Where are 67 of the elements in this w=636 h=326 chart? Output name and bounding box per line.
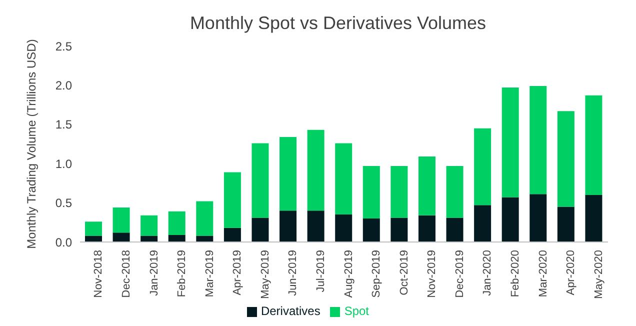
bar bbox=[362, 218, 380, 242]
bar bbox=[446, 166, 464, 218]
bar bbox=[140, 215, 158, 236]
bar bbox=[224, 172, 241, 228]
bar bbox=[474, 128, 492, 206]
bar bbox=[418, 156, 436, 216]
bar bbox=[530, 86, 547, 194]
bar bbox=[557, 206, 574, 242]
bar bbox=[362, 166, 380, 218]
y-tick-label: 0.0 bbox=[55, 235, 72, 250]
bar bbox=[335, 143, 352, 215]
bar bbox=[307, 210, 324, 242]
x-tick-label: Feb-2020 bbox=[510, 250, 522, 298]
bar bbox=[196, 236, 214, 242]
bar bbox=[390, 218, 408, 242]
bar bbox=[112, 208, 130, 233]
bar bbox=[280, 210, 297, 242]
y-tick-label: 2.0 bbox=[55, 78, 72, 92]
bar bbox=[390, 166, 408, 218]
x-tick-label: Dec-2018 bbox=[120, 250, 132, 298]
x-tick-label: Nov-2018 bbox=[92, 250, 105, 298]
bar bbox=[474, 205, 492, 242]
bar bbox=[140, 236, 158, 242]
bar bbox=[585, 194, 602, 242]
bar bbox=[446, 218, 464, 242]
bar bbox=[85, 236, 102, 242]
bar bbox=[224, 228, 241, 242]
bar bbox=[196, 201, 214, 236]
bar bbox=[530, 194, 547, 242]
bar bbox=[112, 232, 130, 242]
x-tick-label: Apr-2019 bbox=[232, 250, 244, 296]
bar bbox=[85, 222, 102, 236]
x-tick-label: Oct-2019 bbox=[398, 250, 410, 296]
x-tick-label: Apr-2020 bbox=[565, 250, 578, 296]
x-tick-label: Jul-2019 bbox=[315, 250, 328, 292]
bar bbox=[335, 214, 352, 242]
bar bbox=[168, 234, 186, 242]
x-tick-label: Mar-2020 bbox=[537, 250, 550, 298]
y-axis-title: Monthly Trading Volume (Trillions USD) bbox=[24, 39, 38, 249]
x-tick-label: May-2019 bbox=[259, 250, 272, 299]
x-tick-label: May-2020 bbox=[592, 250, 605, 299]
bar bbox=[502, 197, 519, 242]
y-tick-label: 0.5 bbox=[55, 196, 72, 210]
bar bbox=[502, 88, 519, 198]
bar bbox=[418, 215, 436, 242]
x-tick-label: Dec-2019 bbox=[454, 250, 466, 298]
legend-label: Spot bbox=[344, 304, 370, 318]
x-tick-label: Feb-2019 bbox=[176, 250, 188, 298]
y-tick-label: 1.0 bbox=[55, 156, 72, 171]
x-tick-label: Jan-2019 bbox=[148, 250, 160, 296]
x-tick-label: Jun-2019 bbox=[287, 250, 300, 296]
bar bbox=[585, 95, 602, 195]
x-tick-label: Aug-2019 bbox=[342, 250, 355, 298]
bar bbox=[168, 211, 186, 235]
legend-label: Derivatives bbox=[260, 304, 320, 318]
x-tick-label: Nov-2019 bbox=[426, 250, 438, 298]
x-tick-label: Mar-2019 bbox=[204, 250, 216, 298]
bar bbox=[280, 136, 297, 211]
y-tick-label: 2.5 bbox=[55, 39, 72, 54]
chart-title: Monthly Spot vs Derivatives Volumes bbox=[188, 12, 488, 35]
x-tick-label: Jan-2020 bbox=[482, 250, 494, 296]
y-tick-label: 1.5 bbox=[55, 118, 72, 132]
bar bbox=[307, 130, 324, 211]
x-tick-label: Sep-2019 bbox=[370, 250, 383, 298]
bar bbox=[252, 218, 269, 242]
bar bbox=[252, 143, 269, 218]
bar bbox=[557, 111, 574, 207]
